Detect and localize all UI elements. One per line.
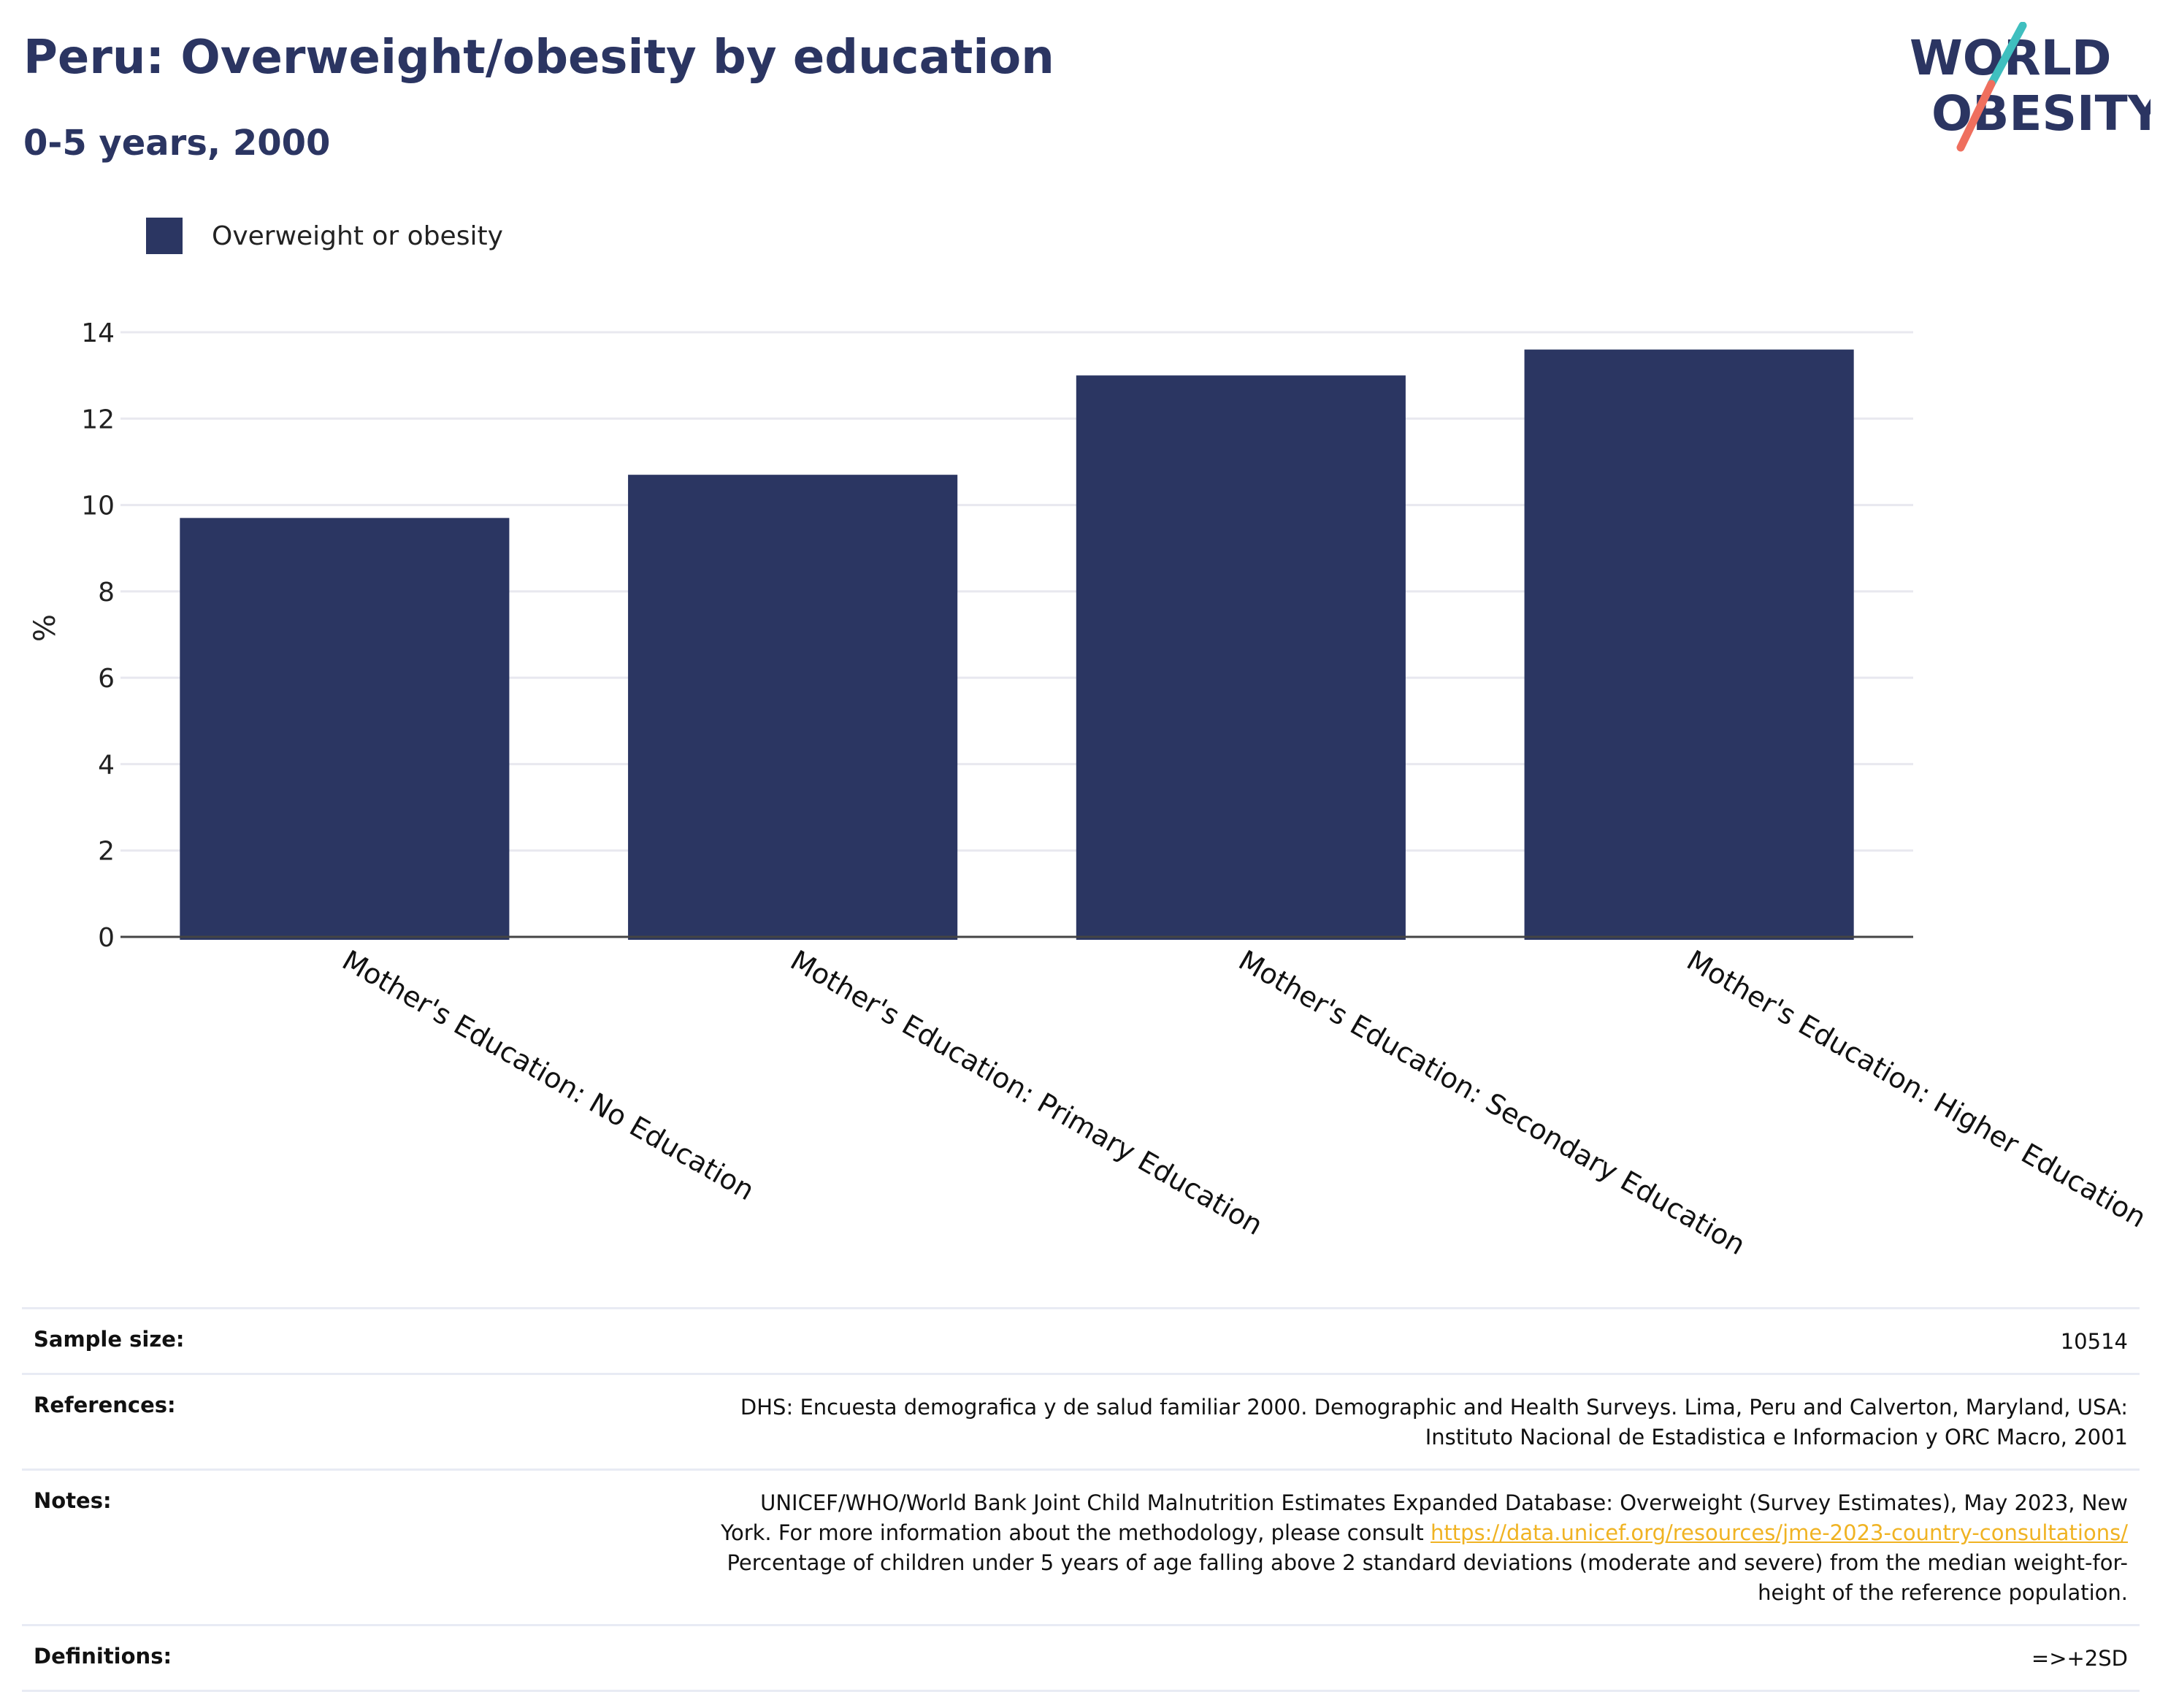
chart-title: Peru: Overweight/obesity by education	[23, 31, 1054, 85]
notes-line-2: York. For more information about the met…	[721, 1518, 2128, 1548]
chart-subtitle: 0-5 years, 2000	[23, 123, 331, 164]
references-label: References:	[34, 1393, 176, 1417]
x-tick-label: Mother's Education: Secondary Education	[1233, 944, 1751, 1262]
x-tick-label: Mother's Education: No Education	[337, 944, 759, 1207]
references-value: DHS: Encuesta demografica y de salud fam…	[740, 1393, 2128, 1452]
notes-line-2-text: York. For more information about the met…	[721, 1520, 1431, 1545]
bar[interactable]	[1076, 375, 1406, 940]
bar[interactable]	[180, 518, 510, 940]
sample-size-value: 10514	[2060, 1329, 2128, 1354]
info-row-notes: Notes: UNICEF/WHO/World Bank Joint Child…	[22, 1468, 2140, 1624]
notes-value: UNICEF/WHO/World Bank Joint Child Malnut…	[721, 1488, 2128, 1608]
chart-legend[interactable]: Overweight or obesity	[146, 217, 503, 255]
methodology-link[interactable]: https://data.unicef.org/resources/jme-20…	[1431, 1520, 2128, 1545]
logo-slash-teal	[1987, 22, 2027, 88]
world-obesity-logo: WORLD OBESITY	[1910, 22, 2151, 152]
references-line-1: DHS: Encuesta demografica y de salud fam…	[740, 1395, 2128, 1420]
y-tick-label: 0	[98, 923, 115, 953]
sample-size-label: Sample size:	[34, 1327, 185, 1352]
info-row-sample-size: Sample size: 10514	[22, 1307, 2140, 1373]
y-tick-label: 10	[81, 491, 115, 521]
definitions-value: =>+2SD	[2031, 1646, 2128, 1671]
info-table: Sample size: 10514 References: DHS: Encu…	[22, 1307, 2140, 1692]
notes-line-4: height of the reference population.	[1758, 1580, 2128, 1605]
legend-label: Overweight or obesity	[212, 221, 503, 251]
notes-line-1: UNICEF/WHO/World Bank Joint Child Malnut…	[760, 1490, 2128, 1515]
y-tick-label: 12	[81, 405, 115, 434]
legend-swatch	[146, 218, 183, 254]
logo-slash-coral	[1956, 80, 1996, 152]
y-tick-label: 8	[98, 578, 115, 608]
bar[interactable]	[1524, 349, 1854, 941]
y-tick-label: 4	[98, 750, 115, 780]
y-axis-title: %	[28, 614, 62, 642]
logo-text-world: WORLD	[1910, 30, 2112, 86]
x-tick-label: Mother's Education: Higher Education	[1682, 944, 2152, 1234]
y-tick-label: 2	[98, 837, 115, 867]
info-row-references: References: DHS: Encuesta demografica y …	[22, 1373, 2140, 1468]
y-tick-label: 6	[98, 664, 115, 694]
info-row-definitions: Definitions: =>+2SD	[22, 1624, 2140, 1692]
notes-label: Notes:	[34, 1488, 112, 1513]
references-line-2: Instituto Nacional de Estadistica e Info…	[1425, 1425, 2128, 1449]
bar-chart: 0 2 4 6 8 10 12 14% Mother's Education: No Educa…	[28, 318, 2152, 1262]
y-tick-label: 14	[81, 318, 115, 348]
definitions-label: Definitions:	[34, 1644, 172, 1669]
bar[interactable]	[628, 475, 958, 940]
notes-line-3: Percentage of children under 5 years of …	[727, 1550, 2128, 1575]
x-tick-label: Mother's Education: Primary Education	[785, 944, 1268, 1241]
